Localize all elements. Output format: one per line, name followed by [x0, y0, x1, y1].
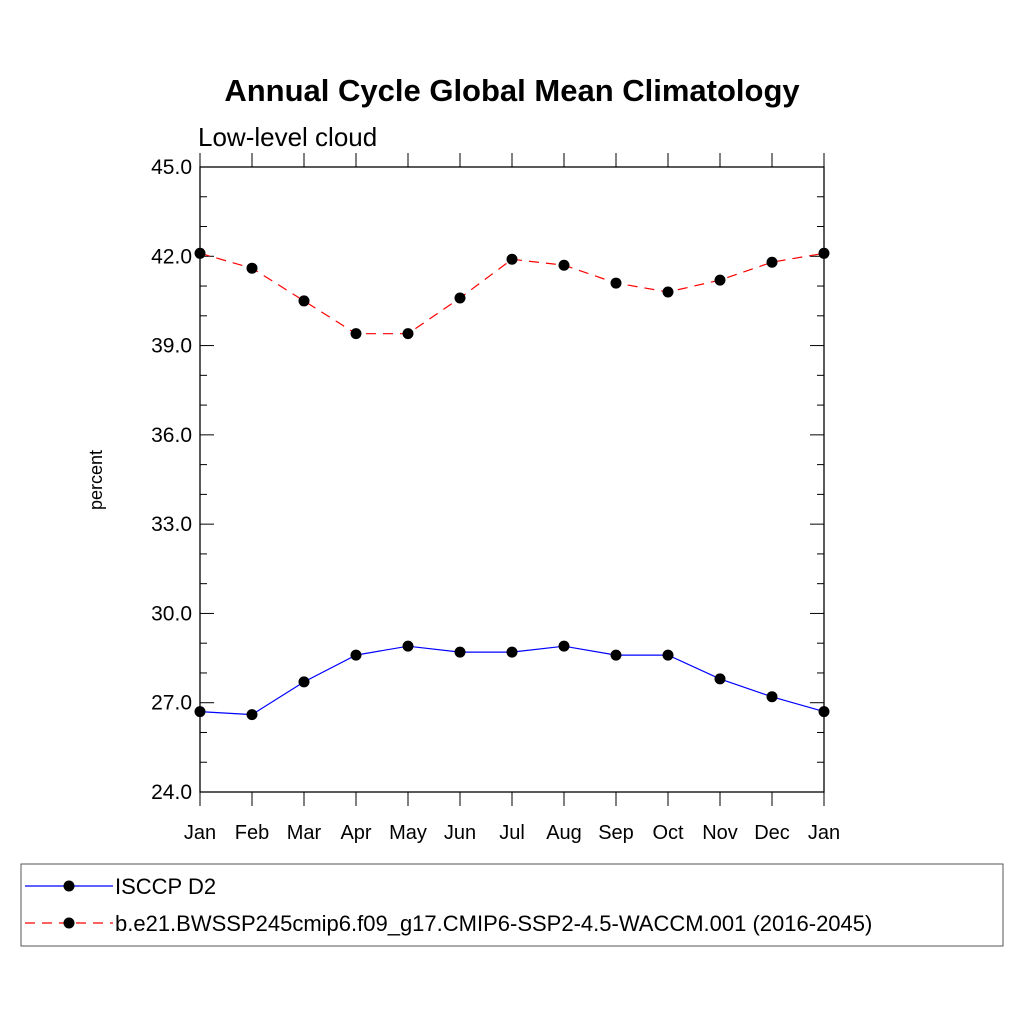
series-1-point	[298, 295, 310, 307]
series-1-point	[350, 328, 362, 340]
series-0-point	[714, 673, 726, 685]
x-tick-label: Jun	[444, 822, 476, 844]
series-1-point	[610, 277, 622, 289]
x-tick-label: May	[389, 822, 427, 844]
series-1-point	[714, 274, 726, 286]
series-1-point	[194, 247, 206, 259]
x-tick-label: Jul	[499, 822, 525, 844]
y-tick-label: 27.0	[151, 692, 192, 715]
chart-subtitle: Low-level cloud	[198, 122, 377, 152]
x-tick-label: Apr	[340, 822, 371, 844]
legend-marker-isccp	[63, 880, 75, 892]
x-tick-label: Sep	[598, 822, 634, 844]
series-0-point	[610, 649, 622, 661]
legend: ISCCP D2 b.e21.BWSSP245cmip6.f09_g17.CMI…	[25, 874, 872, 936]
series-0-point	[662, 649, 674, 661]
y-tick-label: 36.0	[151, 424, 192, 447]
x-tick-label: Oct	[652, 822, 684, 844]
series-0-point	[454, 646, 466, 658]
y-tick-label: 39.0	[151, 335, 192, 358]
y-axis-label: percent	[86, 450, 106, 510]
series-0-point	[350, 649, 362, 661]
series-1-point	[662, 286, 674, 298]
y-tick-label: 45.0	[151, 156, 192, 179]
series-0-point	[818, 706, 830, 718]
x-tick-label: Jan	[184, 822, 216, 844]
chart-title: Annual Cycle Global Mean Climatology	[224, 73, 800, 108]
legend-label-isccp: ISCCP D2	[115, 874, 216, 899]
series-1-point	[246, 262, 258, 274]
y-tick-label: 33.0	[151, 513, 192, 536]
series-0-point	[558, 640, 570, 652]
series-1-point	[402, 328, 414, 340]
series-0-point	[246, 709, 258, 721]
y-tick-label: 30.0	[151, 602, 192, 625]
legend-box	[20, 863, 1004, 947]
x-tick-label: Dec	[754, 822, 790, 844]
x-tick-label: Mar	[287, 822, 322, 844]
series-0-point	[766, 691, 778, 703]
legend-label-model: b.e21.BWSSP245cmip6.f09_g17.CMIP6-SSP2-4…	[115, 911, 872, 936]
y-tick-label: 42.0	[151, 245, 192, 268]
x-tick-label: Jan	[808, 822, 840, 844]
x-tick-label: Aug	[546, 822, 582, 844]
series-1-point	[454, 292, 466, 304]
y-tick-label: 24.0	[151, 781, 192, 804]
series-0-point	[402, 640, 414, 652]
series-1-point	[818, 247, 830, 259]
series-0-point	[194, 706, 206, 718]
series-1-point	[558, 259, 570, 271]
series-0-point	[298, 676, 310, 688]
series-0-point	[506, 646, 518, 658]
series-1-point	[506, 253, 518, 265]
series-line-1	[199, 252, 825, 335]
x-tick-label: Feb	[235, 822, 269, 844]
series-1-point	[766, 256, 778, 268]
legend-marker-model	[63, 917, 75, 929]
x-tick-label: Nov	[702, 822, 738, 844]
